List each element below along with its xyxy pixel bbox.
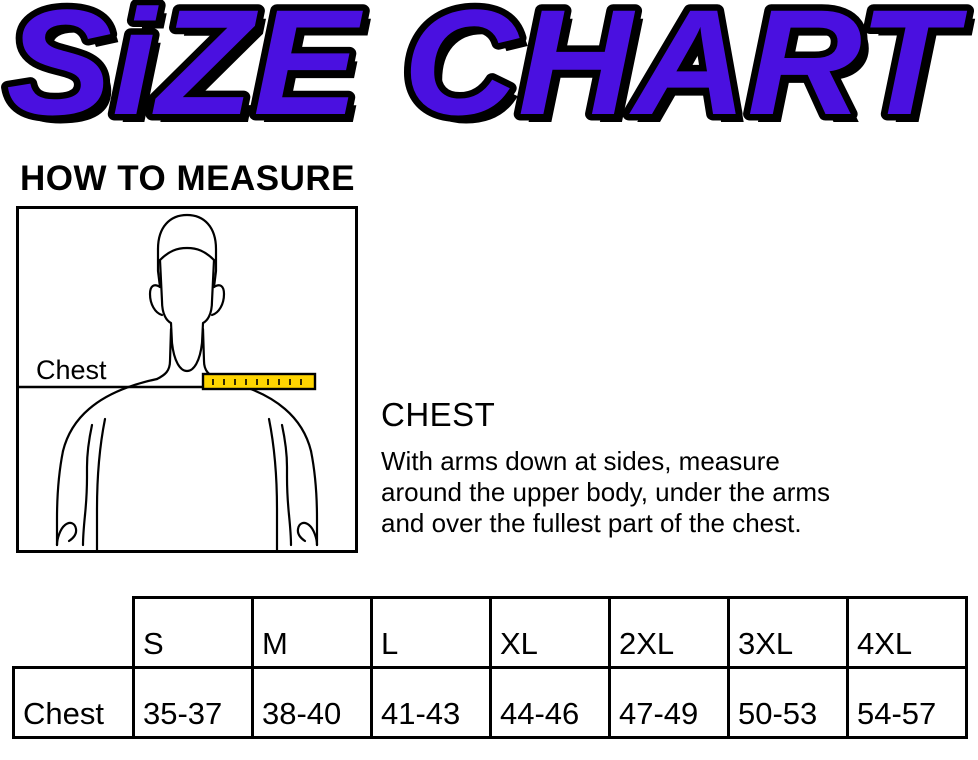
table-corner-blank bbox=[14, 598, 134, 668]
title-shadow-layer: SiZE CHART bbox=[14, 0, 976, 150]
table-header-cell-4xl: 4XL bbox=[846, 596, 968, 669]
chest-description-heading: CHEST bbox=[381, 396, 496, 433]
table-cell-chest-xl: 44-46 bbox=[489, 666, 611, 739]
table-header-cell-m: M bbox=[251, 596, 373, 669]
table-header-cell-l: L bbox=[370, 596, 492, 669]
table-header-cell-2xl: 2XL bbox=[608, 596, 730, 669]
table-header-cell-3xl: 3XL bbox=[727, 596, 849, 669]
title-text: SiZE CHART bbox=[6, 0, 968, 146]
size-chart-title-graphic: SiZE CHART SiZE CHART bbox=[0, 0, 976, 150]
male-torso-figure bbox=[19, 213, 319, 550]
measurement-illustration-panel bbox=[16, 206, 358, 553]
chest-measuring-tape bbox=[201, 372, 317, 391]
table-header-cell-s: S bbox=[132, 596, 254, 669]
description-line: around the upper body, under the arms bbox=[381, 477, 831, 507]
table-cell-chest-l: 41-43 bbox=[370, 666, 492, 739]
page-title-banner: SiZE CHART SiZE CHART bbox=[0, 0, 978, 150]
chest-measure-label: Chest bbox=[36, 355, 107, 385]
table-row-label-chest: Chest bbox=[12, 666, 135, 739]
chest-description-body: With arms down at sides, measure around … bbox=[381, 446, 973, 539]
table-cell-chest-3xl: 50-53 bbox=[727, 666, 849, 739]
description-line: and over the fullest part of the chest. bbox=[381, 508, 802, 538]
table-row: Chest 35-37 38-40 41-43 44-46 47-49 50-5… bbox=[12, 666, 968, 739]
size-table-container: S M L XL 2XL 3XL 4XL Chest 35-37 38-40 4… bbox=[12, 596, 968, 760]
size-chart-table: S M L XL 2XL 3XL 4XL Chest 35-37 38-40 4… bbox=[12, 596, 968, 739]
table-cell-chest-m: 38-40 bbox=[251, 666, 373, 739]
chest-description-block: CHEST With arms down at sides, measure a… bbox=[381, 396, 973, 539]
description-line: With arms down at sides, measure bbox=[381, 446, 780, 476]
table-header-row: S M L XL 2XL 3XL 4XL bbox=[14, 596, 968, 669]
table-cell-chest-4xl: 54-57 bbox=[846, 666, 968, 739]
how-to-measure-heading: HOW TO MEASURE bbox=[20, 159, 355, 198]
table-cell-chest-2xl: 47-49 bbox=[608, 666, 730, 739]
table-header-cell-xl: XL bbox=[489, 596, 611, 669]
table-cell-chest-s: 35-37 bbox=[132, 666, 254, 739]
